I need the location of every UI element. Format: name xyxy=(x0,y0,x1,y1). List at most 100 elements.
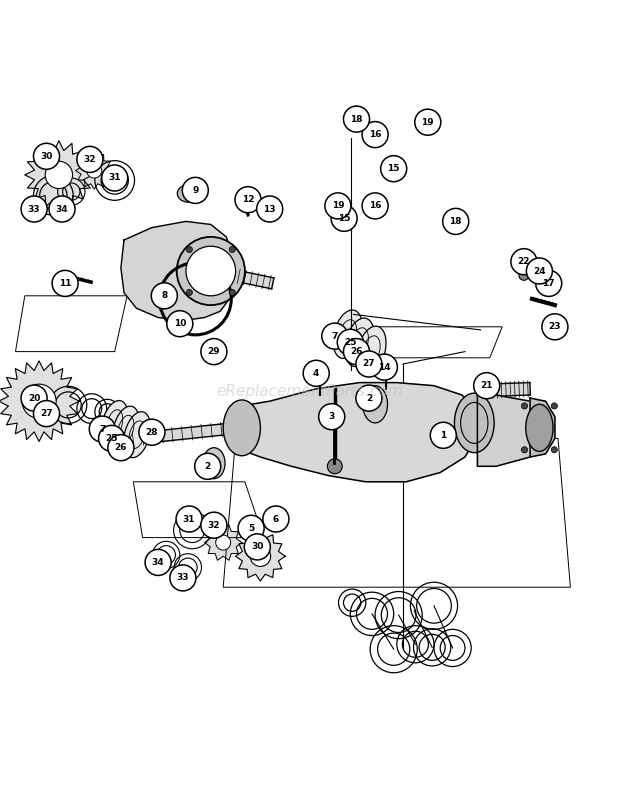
Circle shape xyxy=(102,165,128,191)
Polygon shape xyxy=(226,382,477,482)
Circle shape xyxy=(21,385,47,411)
Ellipse shape xyxy=(333,310,363,359)
Circle shape xyxy=(177,237,245,305)
Circle shape xyxy=(216,535,231,550)
Circle shape xyxy=(229,289,236,295)
Ellipse shape xyxy=(356,326,386,374)
Text: 18: 18 xyxy=(350,115,363,123)
Circle shape xyxy=(33,143,60,169)
Text: 11: 11 xyxy=(59,279,71,288)
Text: 6: 6 xyxy=(273,514,279,524)
Circle shape xyxy=(89,416,115,442)
Text: 26: 26 xyxy=(350,347,363,356)
Text: 1: 1 xyxy=(440,431,446,440)
Ellipse shape xyxy=(454,393,494,453)
Circle shape xyxy=(139,419,165,446)
Circle shape xyxy=(325,193,351,219)
Text: 25: 25 xyxy=(105,434,118,443)
Text: 22: 22 xyxy=(518,258,530,266)
Text: 2: 2 xyxy=(205,462,211,471)
Circle shape xyxy=(201,339,227,365)
Text: 12: 12 xyxy=(242,195,254,204)
Text: 27: 27 xyxy=(40,409,53,418)
Ellipse shape xyxy=(203,448,225,479)
Circle shape xyxy=(263,506,289,532)
Circle shape xyxy=(21,196,47,222)
Polygon shape xyxy=(197,262,274,289)
Circle shape xyxy=(250,546,270,566)
Circle shape xyxy=(443,209,469,235)
Text: 33: 33 xyxy=(28,205,40,213)
Text: 9: 9 xyxy=(192,186,198,195)
Ellipse shape xyxy=(123,412,151,457)
Circle shape xyxy=(45,161,73,189)
Circle shape xyxy=(316,364,324,373)
Circle shape xyxy=(186,246,192,253)
Text: 5: 5 xyxy=(248,524,254,532)
Circle shape xyxy=(176,506,202,532)
Circle shape xyxy=(151,283,177,309)
Circle shape xyxy=(521,446,528,453)
Text: 10: 10 xyxy=(174,319,186,328)
Circle shape xyxy=(33,401,60,427)
Circle shape xyxy=(182,178,208,203)
Text: 18: 18 xyxy=(450,217,462,226)
Text: 31: 31 xyxy=(183,514,195,524)
Circle shape xyxy=(99,425,125,451)
Polygon shape xyxy=(108,423,227,447)
Text: 19: 19 xyxy=(332,201,344,210)
Text: 27: 27 xyxy=(363,359,375,368)
Polygon shape xyxy=(530,398,555,457)
Circle shape xyxy=(343,339,370,365)
Circle shape xyxy=(170,565,196,591)
Circle shape xyxy=(542,314,568,340)
Circle shape xyxy=(77,146,103,172)
Circle shape xyxy=(343,106,370,132)
Circle shape xyxy=(511,249,537,275)
Polygon shape xyxy=(0,361,79,442)
Text: 30: 30 xyxy=(40,152,53,161)
Ellipse shape xyxy=(177,185,200,202)
Text: 25: 25 xyxy=(344,338,356,347)
Circle shape xyxy=(108,435,134,461)
Circle shape xyxy=(519,270,529,280)
Circle shape xyxy=(242,518,252,529)
Text: 17: 17 xyxy=(542,279,555,288)
Circle shape xyxy=(331,205,357,231)
Text: 3: 3 xyxy=(329,412,335,421)
Ellipse shape xyxy=(363,386,388,423)
Text: 7: 7 xyxy=(99,424,105,434)
Text: 34: 34 xyxy=(152,558,164,567)
Circle shape xyxy=(521,403,528,409)
Circle shape xyxy=(415,109,441,135)
Circle shape xyxy=(356,385,382,411)
Circle shape xyxy=(186,289,192,295)
Polygon shape xyxy=(236,532,285,581)
Ellipse shape xyxy=(112,406,140,452)
Circle shape xyxy=(474,373,500,399)
Circle shape xyxy=(303,360,329,386)
Circle shape xyxy=(167,310,193,337)
Text: 26: 26 xyxy=(115,443,127,452)
Ellipse shape xyxy=(223,400,260,456)
Polygon shape xyxy=(205,525,242,560)
Circle shape xyxy=(22,384,56,418)
Text: 32: 32 xyxy=(84,155,96,164)
Polygon shape xyxy=(76,152,113,189)
Text: 23: 23 xyxy=(549,322,561,331)
Polygon shape xyxy=(477,382,530,397)
Circle shape xyxy=(244,534,270,560)
Text: 8: 8 xyxy=(161,292,167,300)
Circle shape xyxy=(49,196,75,222)
Circle shape xyxy=(235,186,261,213)
Circle shape xyxy=(430,423,456,448)
Circle shape xyxy=(327,459,342,474)
Polygon shape xyxy=(121,221,232,321)
Circle shape xyxy=(356,351,382,377)
Circle shape xyxy=(371,354,397,380)
Circle shape xyxy=(551,446,557,453)
Circle shape xyxy=(337,329,363,356)
Text: eReplacementParts.com: eReplacementParts.com xyxy=(216,385,404,400)
Ellipse shape xyxy=(526,404,553,451)
Circle shape xyxy=(319,404,345,430)
